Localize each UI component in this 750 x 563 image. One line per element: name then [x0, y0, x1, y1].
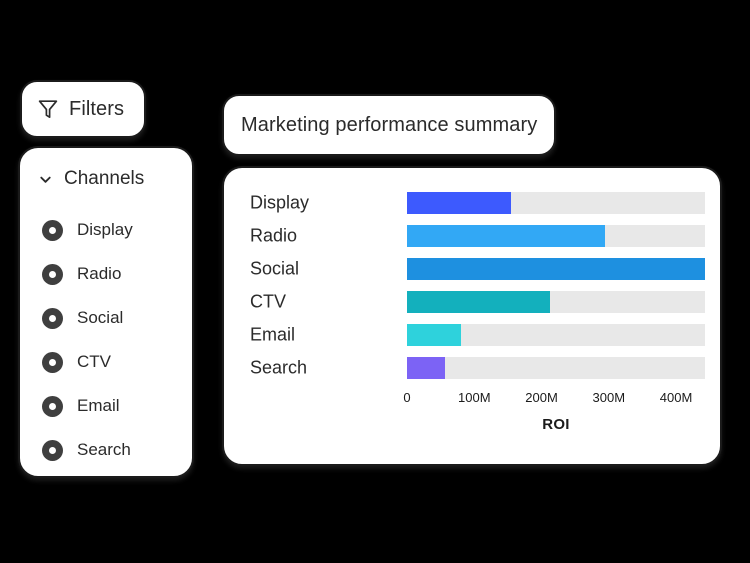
radio-selected-icon[interactable]	[42, 219, 63, 241]
bar-category-label: CTV	[250, 291, 286, 312]
radio-selected-icon[interactable]	[42, 351, 63, 373]
x-axis-tick: 400M	[659, 390, 693, 405]
radio-selected-icon[interactable]	[42, 395, 63, 417]
x-axis-title: ROI	[542, 416, 570, 433]
bar-category-label: Social	[250, 258, 300, 279]
bar-fill[interactable]	[407, 225, 606, 247]
bar-category-label: Display	[250, 192, 310, 213]
radio-selected-icon[interactable]	[42, 439, 63, 461]
bar-track	[407, 192, 705, 214]
bar-fill[interactable]	[407, 258, 705, 280]
bar-track	[407, 225, 705, 247]
x-axis-tick: 0	[403, 390, 411, 405]
bar-fill[interactable]	[407, 324, 461, 346]
x-axis: 0 100M 200M 300M 400M	[403, 390, 705, 410]
sidebar-item-label: Search	[77, 440, 131, 459]
sidebar-item-label: Radio	[77, 264, 122, 283]
bar-category-label: Search	[250, 357, 308, 378]
bar-fill[interactable]	[407, 291, 550, 313]
x-axis-tick: 100M	[458, 390, 491, 405]
sidebar-item-ctv[interactable]: CTV	[20, 340, 192, 384]
channels-section-label: Channels	[64, 168, 145, 189]
chart-card: Display Radio Social CTV Email Search 0 100M 200…	[222, 166, 722, 466]
bar-category-label: Radio	[250, 225, 298, 246]
bar-row: Social	[224, 258, 720, 280]
sidebar-item-search[interactable]: Search	[20, 428, 192, 472]
bar-track	[407, 357, 705, 379]
sidebar-item-label: Social	[77, 308, 124, 327]
channel-list: Display Radio Social CTV Email Search	[20, 208, 192, 472]
chevron-down-icon	[38, 172, 53, 187]
filters-button-label: Filters	[69, 97, 125, 120]
radio-selected-icon[interactable]	[42, 307, 63, 329]
page-title: Marketing performance summary	[241, 113, 538, 136]
sidebar-item-social[interactable]: Social	[20, 296, 192, 340]
sidebar-item-label: Display	[77, 220, 133, 239]
x-axis-tick: 300M	[592, 390, 626, 405]
bar-track	[407, 291, 705, 313]
funnel-icon	[38, 98, 58, 120]
bar-row: Radio	[224, 225, 720, 247]
filters-button[interactable]: Filters	[20, 80, 146, 138]
bar-fill[interactable]	[407, 192, 512, 214]
sidebar-item-email[interactable]: Email	[20, 384, 192, 428]
bar-track	[407, 258, 705, 280]
bar-fill[interactable]	[407, 357, 446, 379]
bar-category-label: Email	[250, 324, 296, 345]
bar-row: Search	[224, 357, 720, 379]
chart-title-card: Marketing performance summary	[222, 94, 556, 156]
sidebar-item-display[interactable]: Display	[20, 208, 192, 252]
channels-section-toggle[interactable]: Channels	[20, 164, 192, 194]
sidebar-item-label: CTV	[77, 352, 111, 371]
bar-row: Email	[224, 324, 720, 346]
bar-track	[407, 324, 705, 346]
channels-panel: Channels Display Radio Social CTV Em	[18, 146, 194, 478]
bar-row: Display	[224, 192, 720, 214]
radio-selected-icon[interactable]	[42, 263, 63, 285]
x-axis-tick: 200M	[525, 390, 558, 405]
sidebar-item-label: Email	[77, 396, 120, 415]
sidebar-item-radio[interactable]: Radio	[20, 252, 192, 296]
bar-chart: Display Radio Social CTV Email Search 0 100M 200…	[224, 168, 720, 464]
bar-row: CTV	[224, 291, 720, 313]
